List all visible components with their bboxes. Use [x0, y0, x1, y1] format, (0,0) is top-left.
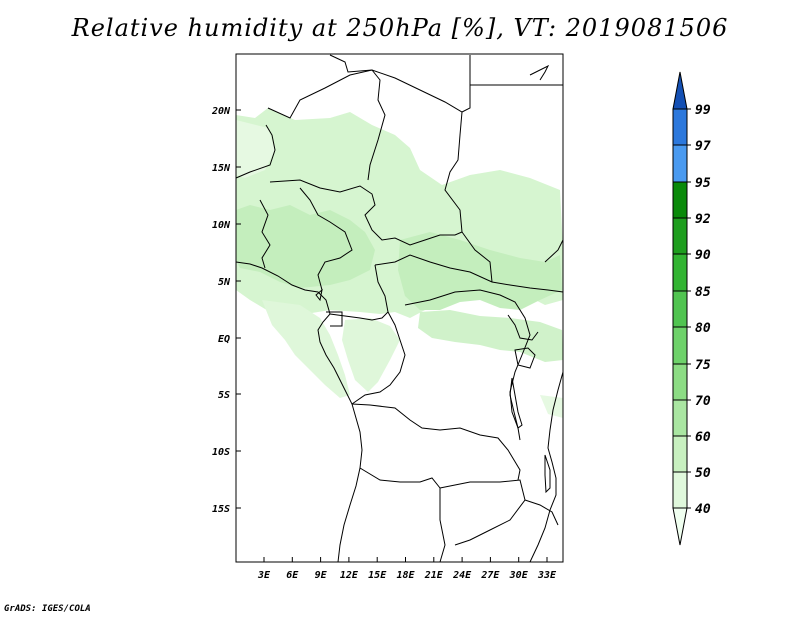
humidity-shading — [236, 108, 563, 418]
colorbar-segment — [672, 290, 688, 328]
colorbar-upper-extension — [672, 71, 688, 110]
border-9 — [374, 254, 564, 293]
colorbar-segment — [672, 471, 688, 509]
humidity-area-west-coast — [236, 120, 275, 178]
lon-tick-label: 21E — [424, 570, 444, 581]
lat-tick-label: 10N — [212, 220, 231, 231]
chart-title: Relative humidity at 250hPa [%], VT: 201… — [71, 14, 729, 42]
lon-tick-label: 30E — [509, 570, 529, 581]
border-5 — [235, 124, 276, 179]
lon-tick-label: 27E — [480, 570, 500, 581]
lake-malawi — [544, 454, 551, 494]
humidity-area-gulf — [262, 300, 350, 398]
lat-tick-label: 15S — [212, 504, 230, 515]
lat-tick-label: 5S — [218, 390, 230, 401]
border-6 — [269, 179, 463, 246]
lon-tick-label: 33E — [537, 570, 557, 581]
border-17 — [544, 239, 564, 263]
colorbar-label: 70 — [695, 394, 711, 409]
border-3 — [444, 111, 493, 283]
colorbar-segment — [672, 217, 688, 255]
colorbar-label: 60 — [695, 430, 711, 445]
lat-tick-label: EQ — [218, 334, 230, 345]
border-10 — [329, 264, 389, 321]
humidity-area-congo — [342, 318, 400, 392]
colorbar-label: 85 — [695, 285, 711, 300]
lat-tick-label: 5N — [218, 277, 231, 288]
lat-tick-label: 15N — [212, 163, 231, 174]
coast-detail-2 — [315, 288, 323, 302]
lon-axis: 3E 6E 9E 12E 15E 18E 21E 24E 27E 30E 33E — [257, 557, 557, 581]
colorbar-label: 50 — [695, 466, 711, 481]
lat-axis: 20N 15N 10N 5N EQ 5S 10S 15S — [211, 106, 241, 515]
humidity-area-south-east — [540, 395, 563, 418]
colorbar-segment — [672, 144, 688, 183]
border-7 — [259, 199, 271, 269]
lon-tick-label: 15E — [368, 570, 387, 581]
footer-credit: GrADS: IGES/COLA — [4, 604, 91, 614]
map-frame — [235, 53, 564, 563]
river-1 — [507, 314, 539, 341]
colorbar-label: 80 — [695, 321, 711, 336]
border-8 — [299, 187, 353, 291]
colorbar-segment — [672, 326, 688, 365]
colorbar-label: 75 — [695, 358, 711, 373]
border-11 — [351, 311, 406, 405]
border-15 — [439, 479, 526, 546]
coast-detail-1 — [529, 64, 550, 81]
colorbar-label: 99 — [695, 103, 711, 118]
humidity-area-east — [418, 310, 563, 362]
lon-tick-label: 24E — [452, 570, 472, 581]
colorbar-label: 97 — [695, 139, 711, 154]
border-1 — [267, 69, 386, 181]
colorbar-label: 90 — [695, 248, 711, 263]
lon-tick-label: 12E — [340, 570, 359, 581]
political-boundaries — [235, 54, 564, 563]
lat-tick-label: 10S — [212, 447, 230, 458]
colorbar-segment — [672, 253, 688, 292]
colorbar-segment — [672, 435, 688, 473]
border-12 — [404, 289, 531, 441]
border-eq-square — [326, 311, 343, 327]
colorbar-label: 92 — [695, 212, 711, 227]
lake-tanganyika — [509, 377, 523, 429]
colorbar-segment — [672, 108, 688, 146]
colorbar-lower-extension — [672, 507, 688, 546]
lon-tick-label: 6E — [286, 570, 299, 581]
lon-tick-label: 9E — [315, 570, 328, 581]
border-13 — [351, 403, 521, 481]
lake-victoria — [514, 347, 536, 369]
colorbar-label: 95 — [695, 176, 711, 191]
border-14 — [359, 467, 446, 563]
lon-tick-label: 3E — [257, 570, 271, 581]
lat-tick-label: 20N — [211, 106, 231, 117]
coastline-east — [529, 371, 564, 563]
colorbar-segment — [672, 399, 688, 437]
humidity-area-west-africa — [236, 205, 375, 288]
humidity-area-central — [398, 232, 562, 310]
colorbar: 40 50 60 70 75 80 85 90 92 95 97 99 — [672, 71, 711, 546]
coastline — [235, 261, 363, 563]
colorbar-segment — [672, 181, 688, 219]
lon-tick-label: 18E — [396, 570, 415, 581]
border-16 — [524, 499, 559, 526]
border-2 — [329, 54, 471, 113]
colorbar-label: 40 — [695, 502, 711, 517]
colorbar-segment — [672, 363, 688, 401]
